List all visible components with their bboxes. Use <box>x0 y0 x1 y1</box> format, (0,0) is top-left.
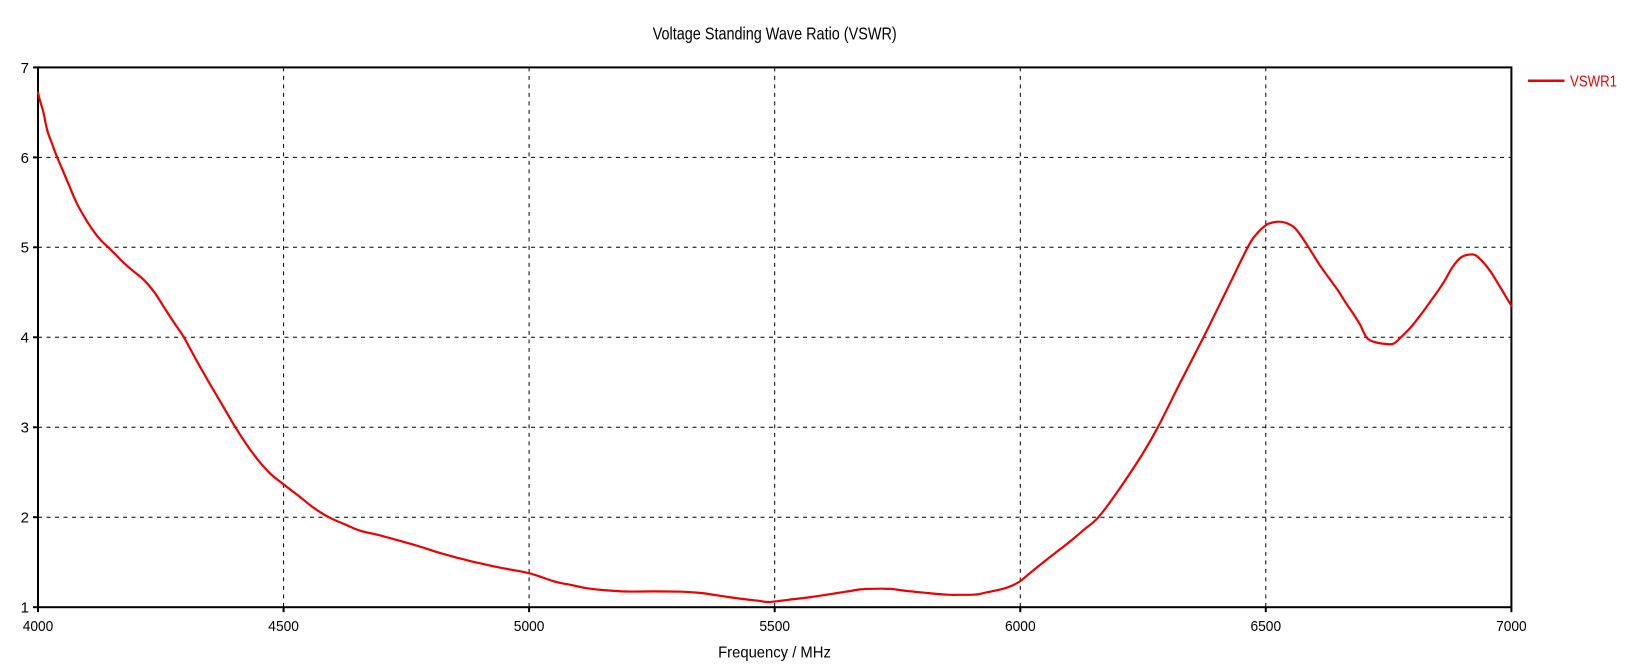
svg-text:7000: 7000 <box>1496 618 1527 635</box>
svg-text:VSWR1: VSWR1 <box>1570 74 1617 91</box>
svg-text:5: 5 <box>21 240 29 257</box>
svg-text:5000: 5000 <box>514 618 545 635</box>
svg-text:Voltage Standing Wave Ratio (V: Voltage Standing Wave Ratio (VSWR) <box>653 24 897 44</box>
svg-text:6: 6 <box>21 150 29 167</box>
svg-text:4500: 4500 <box>268 618 299 635</box>
svg-text:4000: 4000 <box>23 618 54 635</box>
svg-text:5500: 5500 <box>759 618 790 635</box>
svg-text:6500: 6500 <box>1251 618 1282 635</box>
svg-text:3: 3 <box>21 420 29 437</box>
svg-text:Frequency / MHz: Frequency / MHz <box>718 644 831 661</box>
svg-text:4: 4 <box>21 330 29 347</box>
svg-text:7: 7 <box>21 60 29 77</box>
svg-text:2: 2 <box>21 510 29 527</box>
svg-text:1: 1 <box>21 600 29 617</box>
svg-text:6000: 6000 <box>1005 618 1036 635</box>
